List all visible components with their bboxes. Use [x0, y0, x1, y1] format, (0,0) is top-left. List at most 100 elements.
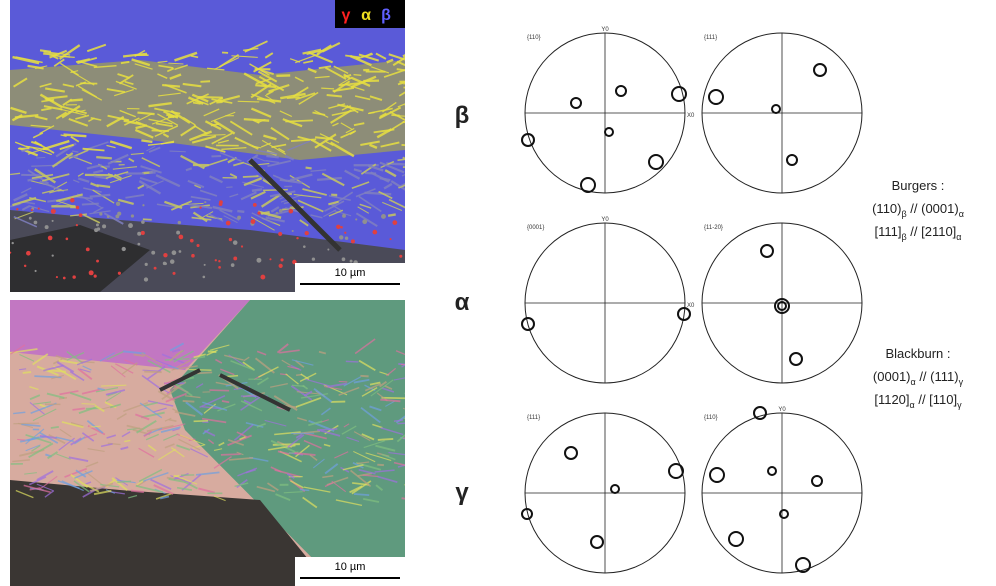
needle	[34, 115, 48, 121]
relation-text: [1120]	[874, 392, 909, 407]
needle	[134, 413, 150, 421]
needle	[160, 426, 181, 434]
needle	[345, 127, 355, 134]
needle	[354, 95, 371, 101]
needle	[83, 483, 100, 493]
relation-subscript: β	[901, 232, 906, 242]
ebsd-orientation-map	[10, 300, 405, 586]
needle	[141, 157, 161, 168]
needle	[157, 113, 179, 126]
needle	[375, 52, 387, 60]
needle	[297, 199, 324, 213]
needle	[139, 402, 163, 419]
needle	[393, 377, 405, 381]
relation-subscript: α	[911, 377, 916, 387]
needle	[28, 476, 47, 486]
needle	[285, 119, 313, 123]
needle	[397, 158, 405, 161]
needle	[32, 132, 44, 139]
needle	[39, 434, 58, 440]
axis-label: Y0	[601, 27, 609, 33]
needle	[219, 209, 240, 221]
needle	[57, 480, 80, 490]
needle	[19, 354, 35, 362]
needle	[355, 461, 382, 471]
needle	[286, 96, 300, 100]
speck	[178, 250, 182, 253]
needle	[320, 407, 331, 416]
needle	[340, 130, 355, 139]
needle	[288, 451, 299, 454]
needle	[311, 138, 332, 152]
needle	[353, 431, 371, 442]
needle	[141, 139, 153, 144]
needle	[341, 425, 357, 435]
speck	[340, 225, 343, 229]
speck	[62, 276, 66, 280]
needle	[172, 428, 180, 432]
needle	[253, 61, 272, 73]
needle	[360, 374, 369, 378]
needle	[361, 387, 378, 397]
speck	[128, 223, 133, 229]
needle	[203, 429, 216, 437]
speck	[225, 220, 231, 226]
needle	[139, 176, 158, 185]
ebsd-phase-map	[10, 0, 405, 292]
speck	[336, 224, 341, 230]
needle	[57, 189, 69, 192]
speck	[137, 242, 141, 246]
needle	[338, 82, 360, 87]
needle	[317, 176, 342, 181]
relation-text: // (0001)	[907, 201, 959, 216]
needle	[18, 147, 39, 157]
needle	[56, 193, 83, 203]
needle	[28, 442, 54, 459]
needle	[291, 384, 305, 387]
needle	[60, 108, 87, 116]
needle	[109, 403, 122, 409]
needle	[243, 47, 259, 52]
needle	[213, 455, 232, 469]
needle	[358, 359, 376, 372]
needle	[163, 433, 179, 441]
needle	[176, 444, 191, 451]
needle	[257, 377, 269, 386]
speck	[102, 224, 107, 229]
needle	[25, 428, 45, 445]
needle	[117, 480, 132, 484]
needle	[100, 483, 120, 488]
needle	[186, 93, 209, 105]
needle	[276, 343, 289, 354]
needle	[402, 407, 405, 410]
needle	[295, 444, 310, 458]
relation-title: Blackburn :	[885, 346, 950, 361]
needle	[205, 145, 226, 153]
needle	[77, 60, 98, 68]
needle	[90, 482, 114, 493]
needle	[21, 204, 31, 211]
relation-subscript: γ	[957, 400, 962, 410]
needle	[262, 179, 273, 186]
needle	[313, 387, 333, 403]
needle	[188, 368, 212, 371]
needle	[157, 448, 176, 461]
speck	[65, 237, 69, 241]
needle	[146, 145, 156, 152]
speck	[44, 225, 49, 230]
speck	[99, 212, 103, 216]
needle	[272, 443, 300, 446]
needle	[404, 392, 405, 395]
needle	[295, 433, 303, 439]
needle	[15, 56, 43, 64]
needle	[10, 172, 21, 176]
needle	[246, 154, 259, 163]
needle	[350, 76, 371, 87]
scale-label: 10 µm	[335, 267, 366, 279]
legend-entry: γ	[342, 7, 351, 24]
needle	[213, 119, 236, 135]
needle	[41, 107, 52, 112]
speck	[95, 223, 99, 227]
needle	[66, 351, 85, 361]
speck	[72, 275, 76, 279]
